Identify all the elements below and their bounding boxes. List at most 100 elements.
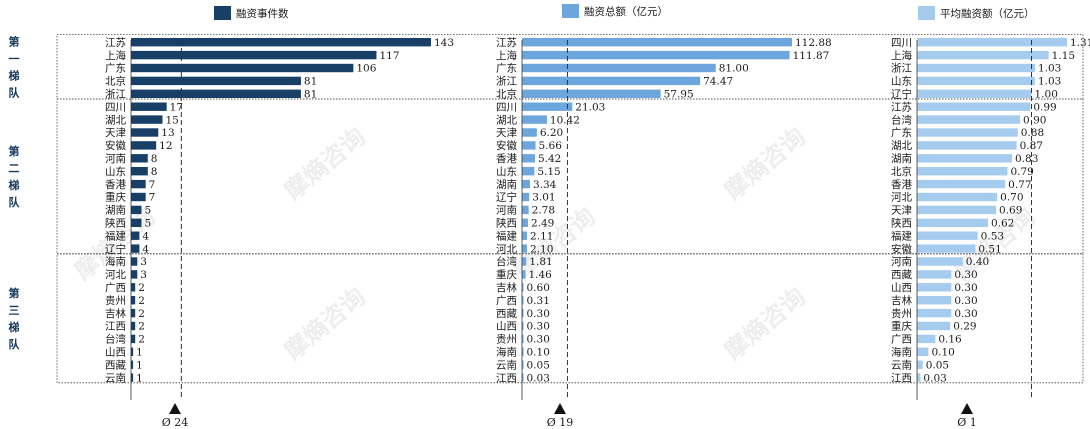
value-label: 2.10 <box>530 243 553 255</box>
value-label: 0.62 <box>991 218 1014 230</box>
category-label: 湖南 <box>891 152 912 165</box>
value-label: 5 <box>144 218 151 230</box>
category-label: 福建 <box>496 229 517 242</box>
category-label: 福建 <box>105 229 126 242</box>
legend-swatch <box>562 4 579 18</box>
category-label: 四川 <box>105 101 126 113</box>
category-label: 湖南 <box>105 204 126 217</box>
category-label: 西藏 <box>105 359 126 371</box>
value-label: 1.03 <box>1038 63 1061 75</box>
value-label: 1.81 <box>529 256 552 268</box>
value-label: 0.30 <box>527 334 550 346</box>
value-label: 0.77 <box>1008 179 1031 191</box>
tier-label-char: 二 <box>9 162 20 175</box>
bar <box>917 167 1008 176</box>
category-label: 台湾 <box>105 333 126 346</box>
bar <box>131 218 142 227</box>
category-label: 海南 <box>891 346 912 359</box>
average-label: Ø 19 <box>547 416 574 429</box>
tier-label-char: 第 <box>9 286 20 300</box>
tier-label-char: 队 <box>9 85 21 99</box>
category-label: 香港 <box>891 179 912 191</box>
tier-label-char: 队 <box>9 195 21 209</box>
value-label: 81 <box>304 89 317 101</box>
value-label: 0.79 <box>1010 166 1033 178</box>
category-label: 河北 <box>496 243 517 255</box>
bar <box>131 347 134 356</box>
category-label: 安徽 <box>496 139 517 152</box>
category-label: 西藏 <box>496 308 517 320</box>
average-marker <box>554 403 566 414</box>
value-label: 0.83 <box>1015 153 1038 165</box>
value-label: 2.78 <box>532 205 555 217</box>
value-label: 1.46 <box>528 269 552 281</box>
value-label: 0.31 <box>527 295 550 307</box>
value-label: 1 <box>136 372 143 384</box>
bar <box>522 231 528 240</box>
bar <box>917 205 997 215</box>
bar <box>131 115 163 124</box>
value-label: 7 <box>149 179 156 191</box>
bar <box>917 102 1031 111</box>
tier-label-char: 三 <box>9 304 20 317</box>
tier-label-char: 队 <box>9 337 21 351</box>
value-label: 2 <box>138 308 145 320</box>
value-label: 5.42 <box>538 153 561 165</box>
bar <box>522 102 573 111</box>
legend-swatch <box>918 6 935 20</box>
category-label: 广东 <box>105 62 126 75</box>
category-label: 湖南 <box>496 178 517 191</box>
tier-label-char: 一 <box>9 52 20 65</box>
category-label: 江苏 <box>891 100 912 113</box>
category-label: 四川 <box>496 101 517 113</box>
category-label: 香港 <box>105 179 126 191</box>
category-label: 陕西 <box>105 217 126 230</box>
value-label: 0.29 <box>953 321 976 333</box>
category-label: 广东 <box>496 62 517 75</box>
value-label: 0.40 <box>966 256 989 268</box>
category-label: 贵州 <box>496 333 517 346</box>
bar <box>917 296 952 305</box>
value-label: 2 <box>138 282 145 294</box>
bar <box>131 296 136 305</box>
value-label: 0.88 <box>1021 127 1044 139</box>
bar <box>131 167 148 176</box>
value-label: 0.30 <box>954 295 977 307</box>
value-label: 17 <box>170 101 183 113</box>
bar <box>917 231 978 240</box>
bar <box>522 257 527 266</box>
tier-frame <box>56 253 1084 384</box>
value-label: 1.03 <box>1038 76 1061 88</box>
category-label: 海南 <box>105 255 126 268</box>
value-label: 8 <box>151 153 158 165</box>
tier-label-char: 梯 <box>9 68 20 82</box>
category-label: 云南 <box>105 371 126 384</box>
average-marker <box>961 403 973 414</box>
category-label: 广东 <box>891 126 912 139</box>
category-label: 山西 <box>105 347 126 359</box>
bar <box>917 50 1049 60</box>
category-label: 山西 <box>496 321 517 333</box>
tier-label-char: 梯 <box>9 178 20 192</box>
value-label: 2 <box>138 295 145 307</box>
category-label: 广西 <box>105 282 126 294</box>
category-label: 北京 <box>105 75 126 88</box>
value-label: 13 <box>161 127 174 139</box>
bar <box>131 283 136 292</box>
category-label: 陕西 <box>496 217 517 230</box>
category-label: 浙江 <box>105 89 126 101</box>
category-label: 山东 <box>891 75 912 88</box>
category-label: 贵州 <box>891 307 912 320</box>
bar <box>917 360 923 369</box>
value-label: 0.10 <box>931 347 954 359</box>
category-label: 台湾 <box>496 255 517 268</box>
value-label: 0.03 <box>527 372 550 384</box>
bar <box>131 192 146 202</box>
tier-label: 第二梯队 <box>9 144 21 209</box>
watermark-text: 摩熵咨询 <box>719 122 811 205</box>
bar <box>131 76 301 86</box>
watermark-text: 摩熵咨询 <box>719 282 811 365</box>
bar <box>917 218 988 227</box>
category-label: 河北 <box>105 269 126 281</box>
